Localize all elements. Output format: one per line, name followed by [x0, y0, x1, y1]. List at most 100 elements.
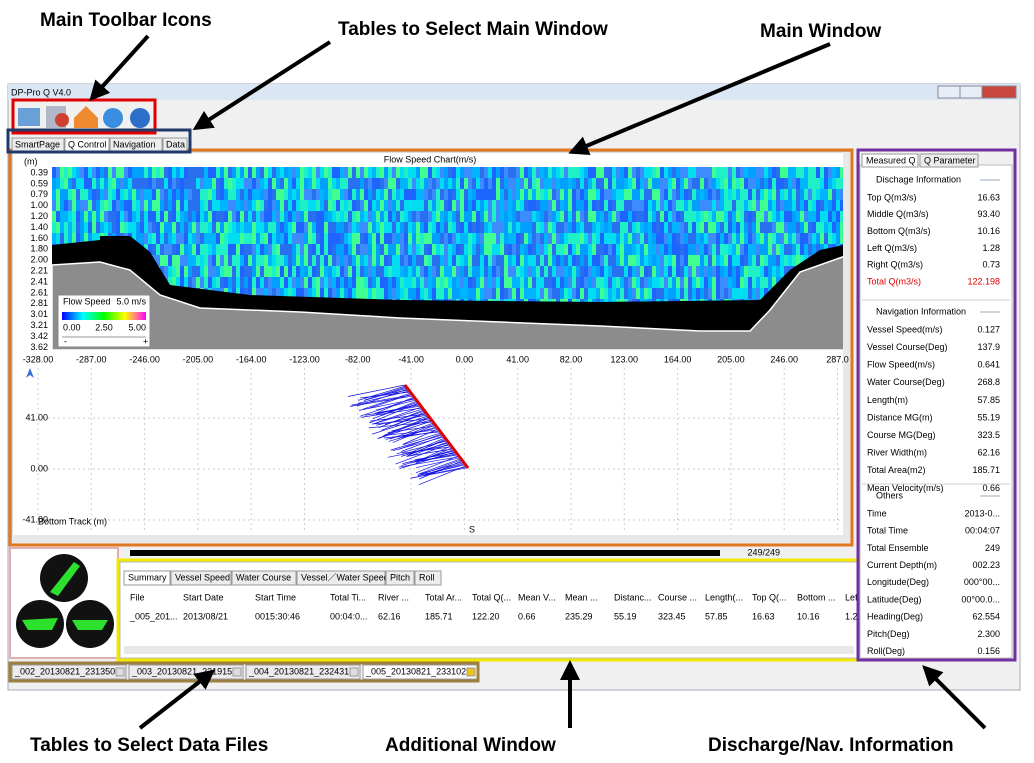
- open-icon[interactable]: [18, 108, 40, 126]
- heat-cell: [64, 189, 68, 200]
- heat-cell: [732, 200, 736, 211]
- heat-cell: [696, 266, 700, 277]
- heat-cell: [236, 178, 240, 189]
- heat-cell: [436, 189, 440, 200]
- file-tab-close[interactable]: [116, 668, 124, 676]
- heat-cell: [772, 211, 776, 222]
- heat-cell: [620, 222, 624, 233]
- heat-cell: [476, 244, 480, 255]
- depth-label: 0.39: [30, 167, 48, 177]
- heat-cell: [604, 288, 608, 299]
- heat-cell: [668, 167, 672, 178]
- heat-cell: [172, 266, 176, 277]
- heat-cell: [264, 200, 268, 211]
- file-tab-close[interactable]: [467, 668, 475, 676]
- column-header: Start Time: [255, 592, 296, 602]
- heat-cell: [736, 255, 740, 266]
- heat-cell: [360, 288, 364, 299]
- info-icon[interactable]: [103, 108, 123, 128]
- heat-cell: [588, 233, 592, 244]
- heat-cell: [632, 189, 636, 200]
- file-tab-close[interactable]: [233, 668, 241, 676]
- heat-cell: [236, 189, 240, 200]
- heat-cell: [416, 167, 420, 178]
- heat-cell: [268, 244, 272, 255]
- heat-cell: [236, 266, 240, 277]
- heat-cell: [748, 211, 752, 222]
- heat-cell: [392, 266, 396, 277]
- heat-cell: [660, 244, 664, 255]
- heat-cell: [400, 200, 404, 211]
- heat-cell: [132, 222, 136, 233]
- heat-cell: [688, 189, 692, 200]
- minimize-button[interactable]: [938, 86, 960, 98]
- heat-cell: [636, 167, 640, 178]
- info-value: 000°00...: [964, 577, 1000, 587]
- heat-cell: [824, 233, 828, 244]
- maximize-button[interactable]: [960, 86, 982, 98]
- heat-cell: [432, 233, 436, 244]
- heat-cell: [216, 277, 220, 288]
- heat-cell: [140, 178, 144, 189]
- heat-cell: [208, 200, 212, 211]
- x-tick-label: 205.00: [717, 354, 745, 364]
- heat-cell: [768, 277, 772, 288]
- heat-cell: [88, 167, 92, 178]
- column-header: Total Q(...: [472, 592, 511, 602]
- heat-cell: [340, 211, 344, 222]
- heat-cell: [248, 244, 252, 255]
- heat-cell: [80, 189, 84, 200]
- heat-cell: [344, 233, 348, 244]
- heat-cell: [748, 255, 752, 266]
- close-button[interactable]: [982, 86, 1016, 98]
- heat-cell: [152, 233, 156, 244]
- heat-cell: [432, 200, 436, 211]
- heat-cell: [460, 244, 464, 255]
- heat-cell: [436, 178, 440, 189]
- heat-cell: [484, 266, 488, 277]
- depth-label: 1.80: [30, 244, 48, 254]
- file-tab-close[interactable]: [350, 668, 358, 676]
- heat-cell: [692, 233, 696, 244]
- heat-cell: [448, 233, 452, 244]
- heat-cell: [648, 277, 652, 288]
- heat-cell: [440, 266, 444, 277]
- heat-cell: [824, 189, 828, 200]
- heat-cell: [264, 167, 268, 178]
- heat-cell: [488, 167, 492, 178]
- heat-cell: [568, 178, 572, 189]
- heat-cell: [656, 222, 660, 233]
- heat-cell: [296, 189, 300, 200]
- heat-cell: [168, 200, 172, 211]
- heat-cell: [284, 255, 288, 266]
- heat-cell: [352, 178, 356, 189]
- heat-cell: [264, 266, 268, 277]
- heat-cell: [428, 211, 432, 222]
- heat-cell: [740, 222, 744, 233]
- heat-cell: [716, 255, 720, 266]
- heat-cell: [196, 222, 200, 233]
- table-scrollbar[interactable]: [124, 646, 854, 654]
- heat-cell: [580, 222, 584, 233]
- heat-cell: [708, 167, 712, 178]
- heat-cell: [352, 266, 356, 277]
- x-tick-label: -123.00: [289, 354, 320, 364]
- heat-cell: [520, 222, 524, 233]
- info-label: Vessel Speed(m/s): [867, 324, 943, 334]
- x-tick-label: 0.00: [456, 354, 474, 364]
- heat-cell: [356, 167, 360, 178]
- heat-cell: [412, 233, 416, 244]
- heat-cell: [744, 277, 748, 288]
- heat-cell: [68, 211, 72, 222]
- heat-cell: [324, 244, 328, 255]
- heat-cell: [404, 244, 408, 255]
- heat-cell: [636, 222, 640, 233]
- depth-label: 3.42: [30, 331, 48, 341]
- help-icon[interactable]: [130, 108, 150, 128]
- heat-cell: [776, 178, 780, 189]
- heat-cell: [292, 233, 296, 244]
- heat-cell: [716, 222, 720, 233]
- h-scrollbar[interactable]: [12, 535, 852, 544]
- heat-cell: [596, 167, 600, 178]
- heat-cell: [220, 211, 224, 222]
